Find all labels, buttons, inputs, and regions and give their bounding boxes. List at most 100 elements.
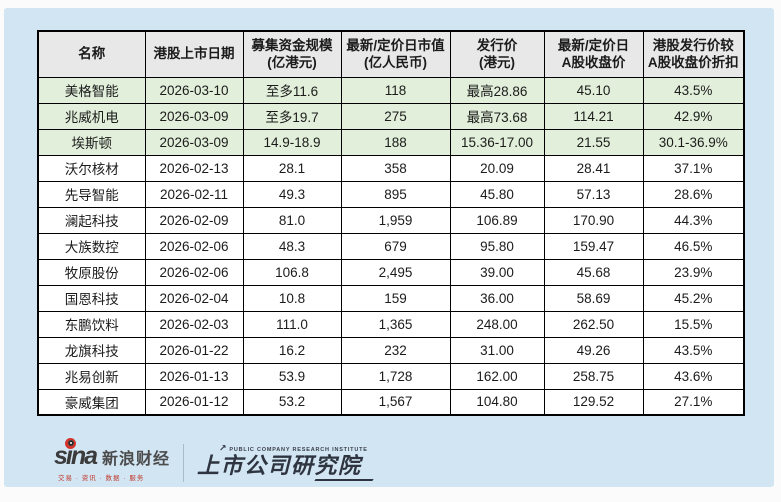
table-cell: 106.89 xyxy=(449,206,545,234)
table-cell: 44.3% xyxy=(642,206,745,234)
table-row: 国恩科技 2026-02-04 10.8 159 36.00 58.69 45.2% xyxy=(37,284,745,312)
table-row: 东鹏饮料 2026-02-03 111.0 1,365 248.00 262.50 15.5… xyxy=(37,310,745,338)
column-header-6: 港股发行价较 A股收盘价折扣 xyxy=(642,30,745,78)
table-cell: 21.55 xyxy=(543,128,644,156)
table-cell: 美格智能 xyxy=(37,76,146,104)
table-cell: 2026-02-03 xyxy=(144,310,244,338)
table-cell: 2026-02-06 xyxy=(144,232,244,260)
table-cell: 106.8 xyxy=(242,258,342,286)
table-cell: 27.1% xyxy=(642,388,745,416)
table-cell: 114.21 xyxy=(543,102,644,130)
table-cell: 国恩科技 xyxy=(37,284,146,312)
table-cell: 248.00 xyxy=(449,310,545,338)
table-cell: 至多11.6 xyxy=(242,76,342,104)
table-cell: 170.90 xyxy=(543,206,644,234)
table-row: 牧原股份 2026-02-06 106.8 2,495 39.00 45.68 23.9% xyxy=(37,258,745,286)
sina-brand-text: 新浪财经 xyxy=(102,450,171,468)
column-header-0: 名称 xyxy=(37,30,146,78)
table-row: 美格智能 2026-03-10 至多11.6 118 最高28.86 45.10 43.5% xyxy=(37,76,745,104)
table-cell: 188 xyxy=(340,128,451,156)
sina-wordmark: sina xyxy=(54,437,98,468)
table-row: 龙旗科技 2026-01-22 16.2 232 31.00 49.26 43.5% xyxy=(37,336,745,364)
table-row: 兆易创新 2026-01-13 53.9 1,728 162.00 258.75 43.6% xyxy=(37,362,745,390)
table-cell: 36.00 xyxy=(449,284,545,312)
table-cell: 159.47 xyxy=(543,232,644,260)
table-cell: 2026-02-06 xyxy=(144,258,244,286)
table-cell: 45.10 xyxy=(543,76,644,104)
table-cell: 2026-03-09 xyxy=(144,102,244,130)
table-cell: 42.9% xyxy=(642,102,745,130)
table-cell: 57.13 xyxy=(543,180,644,208)
table-cell: 49.26 xyxy=(543,336,644,364)
table-row: 兆威机电 2026-03-09 至多19.7 275 最高73.68 114.21 42.9… xyxy=(37,102,745,130)
table-cell: 1,959 xyxy=(340,206,451,234)
table-cell: 沃尔核材 xyxy=(37,154,146,182)
table-cell: 45.68 xyxy=(543,258,644,286)
table-cell: 1,365 xyxy=(340,310,451,338)
table-cell: 31.00 xyxy=(449,336,545,364)
logo-divider xyxy=(183,444,185,482)
table-cell: 豪威集团 xyxy=(37,388,146,416)
table-cell: 679 xyxy=(340,232,451,260)
column-header-3: 最新/定价日市值 (亿人民币) xyxy=(340,30,451,78)
table-cell: 129.52 xyxy=(543,388,644,416)
table-cell: 45.80 xyxy=(449,180,545,208)
table-cell: 2026-02-11 xyxy=(144,180,244,208)
table-cell: 2026-02-04 xyxy=(144,284,244,312)
table-row: 豪威集团 2026-01-12 53.2 1,567 104.80 129.52 27.1% xyxy=(37,388,745,416)
table-cell: 至多19.7 xyxy=(242,102,342,130)
institute-underline xyxy=(314,478,374,481)
table-row: 大族数控 2026-02-06 48.3 679 95.80 159.47 46.5% xyxy=(37,232,745,260)
table-cell: 2026-01-12 xyxy=(144,388,244,416)
table-cell: 104.80 xyxy=(449,388,545,416)
column-header-2: 募集资金规模 (亿港元) xyxy=(242,30,342,78)
ipo-discount-table: 名称 港股上市日期 募集资金规模 (亿港元) 最新/定价日市值 (亿人民币) 发行价 (港元)… xyxy=(37,30,745,416)
table-cell: 14.9-18.9 xyxy=(242,128,342,156)
table-cell: 2026-03-09 xyxy=(144,128,244,156)
table-cell: 15.36-17.00 xyxy=(449,128,545,156)
table-cell: 159 xyxy=(340,284,451,312)
table-cell: 30.1-36.9% xyxy=(642,128,745,156)
column-header-1: 港股上市日期 xyxy=(144,30,244,78)
arrow-ne-icon: ↗ xyxy=(219,443,228,454)
table-cell: 2,495 xyxy=(340,258,451,286)
table-cell: 258.75 xyxy=(543,362,644,390)
table-cell: 10.8 xyxy=(242,284,342,312)
table-cell: 81.0 xyxy=(242,206,342,234)
table-cell: 16.2 xyxy=(242,336,342,364)
table-cell: 2026-01-22 xyxy=(144,336,244,364)
table-cell: 895 xyxy=(340,180,451,208)
table-cell: 28.41 xyxy=(543,154,644,182)
table-cell: 最高28.86 xyxy=(449,76,545,104)
table-cell: 53.9 xyxy=(242,362,342,390)
table-cell: 39.00 xyxy=(449,258,545,286)
table-cell: 2026-01-13 xyxy=(144,362,244,390)
table-cell: 43.6% xyxy=(642,362,745,390)
table-cell: 45.2% xyxy=(642,284,745,312)
table-cell: 大族数控 xyxy=(37,232,146,260)
table-cell: 48.3 xyxy=(242,232,342,260)
sina-finance-logo: sina 新浪财经 交易 · 资讯 · 数据 · 服务 xyxy=(54,437,171,482)
column-header-4: 发行价 (港元) xyxy=(449,30,545,78)
table-cell: 兆易创新 xyxy=(37,362,146,390)
table-cell: 46.5% xyxy=(642,232,745,260)
table-cell: 澜起科技 xyxy=(37,206,146,234)
table-cell: 358 xyxy=(340,154,451,182)
table-cell: 先导智能 xyxy=(37,180,146,208)
table-cell: 牧原股份 xyxy=(37,258,146,286)
table-cell: 43.5% xyxy=(642,76,745,104)
table-cell: 43.5% xyxy=(642,336,745,364)
table-cell: 1,728 xyxy=(340,362,451,390)
table-cell: 53.2 xyxy=(242,388,342,416)
table-cell: 龙旗科技 xyxy=(37,336,146,364)
table-cell: 最高73.68 xyxy=(449,102,545,130)
table-row: 先导智能 2026-02-11 49.3 895 45.80 57.13 28.6% xyxy=(37,180,745,208)
sina-eye-icon xyxy=(65,437,76,449)
table-cell: 15.5% xyxy=(642,310,745,338)
footer-logos: sina 新浪财经 交易 · 资讯 · 数据 · 服务 ↗ PUBLIC COM… xyxy=(54,437,374,488)
table-cell: 58.69 xyxy=(543,284,644,312)
table-cell: 232 xyxy=(340,336,451,364)
table-cell: 262.50 xyxy=(543,310,644,338)
table-cell: 118 xyxy=(340,76,451,104)
table-row: 沃尔核材 2026-02-13 28.1 358 20.09 28.41 37.1% xyxy=(37,154,745,182)
